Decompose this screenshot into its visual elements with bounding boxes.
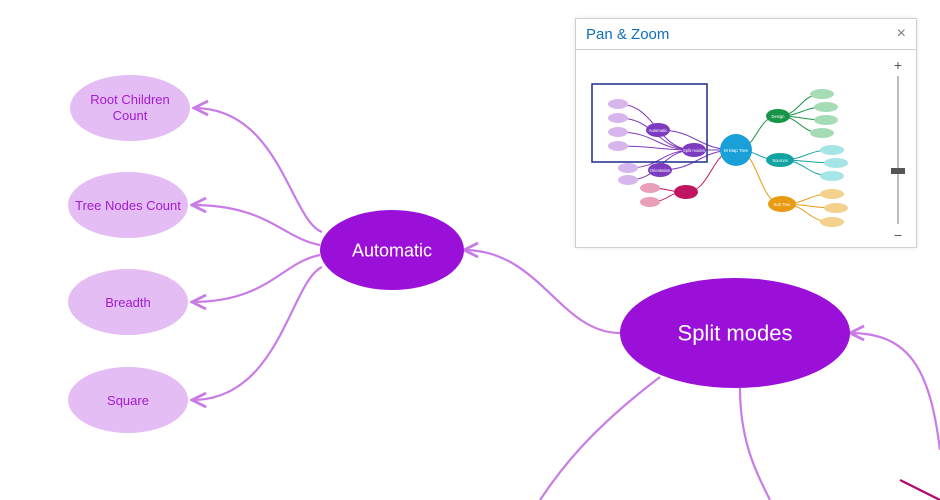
pan-zoom-panel: Pan & Zoom × Split modes Automatic Orienta…: [575, 18, 917, 248]
node-label: Breadth: [105, 295, 151, 310]
node-label: Root Children: [90, 92, 170, 107]
node-square[interactable]: Square: [68, 367, 188, 433]
zoom-in-icon[interactable]: +: [894, 58, 902, 72]
close-icon[interactable]: ×: [897, 26, 906, 42]
zoom-out-icon[interactable]: −: [894, 228, 902, 242]
node-label: Square: [107, 393, 149, 408]
node-tree-nodes-count[interactable]: Tree Nodes Count: [68, 172, 188, 238]
zoom-slider-thumb[interactable]: [891, 168, 905, 174]
edge: [194, 108, 322, 232]
edge: [192, 205, 320, 245]
pan-zoom-title: Pan & Zoom: [586, 26, 669, 43]
node-label: Count: [113, 108, 148, 123]
edge: [850, 333, 940, 450]
node-split-modes[interactable]: Split modes: [620, 278, 850, 388]
svg-text:Design: Design: [771, 114, 785, 119]
edge: [900, 480, 940, 500]
node-label: Tree Nodes Count: [75, 198, 181, 213]
zoom-slider[interactable]: + −: [888, 58, 908, 242]
edge: [540, 377, 660, 500]
edge: [192, 267, 322, 400]
node-label: Automatic: [352, 240, 432, 260]
svg-text:Split modes: Split modes: [683, 148, 705, 153]
svg-text:Orientation: Orientation: [650, 168, 671, 173]
pan-zoom-body: Split modes Automatic Orientation Design Sou…: [576, 50, 916, 248]
node-breadth[interactable]: Breadth: [68, 269, 188, 335]
svg-text:M Map Tree: M Map Tree: [724, 148, 749, 153]
svg-text:Sub Tree: Sub Tree: [774, 202, 792, 207]
node-label: Split modes: [678, 321, 793, 346]
zoom-slider-track[interactable]: [897, 76, 899, 224]
edge: [464, 250, 620, 333]
edge: [740, 388, 770, 500]
svg-text:Sources: Sources: [772, 158, 787, 163]
node-automatic[interactable]: Automatic: [320, 210, 464, 290]
node-root-children-count[interactable]: Root ChildrenCount: [70, 75, 190, 141]
svg-text:Automatic: Automatic: [649, 128, 668, 133]
pan-zoom-minimap[interactable]: Split modes Automatic Orientation Design Sou…: [586, 60, 876, 238]
pan-zoom-header: Pan & Zoom ×: [576, 19, 916, 50]
